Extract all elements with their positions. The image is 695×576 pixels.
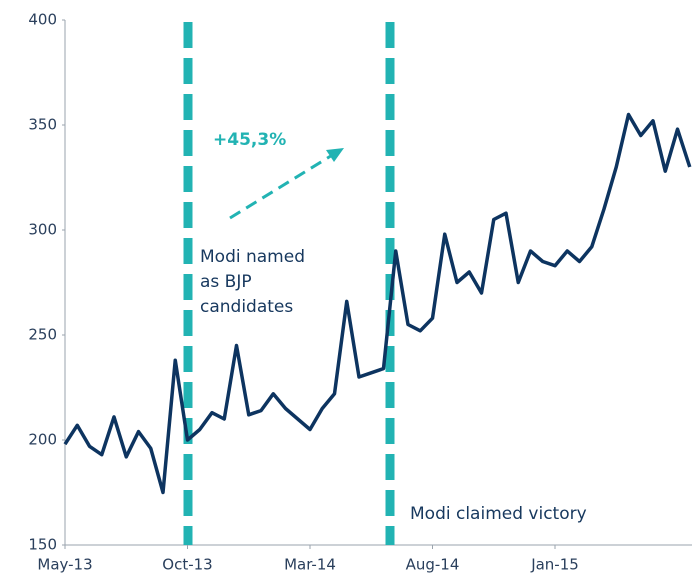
y-tick-label: 250	[28, 326, 57, 344]
x-tick-label: Oct-13	[162, 556, 212, 574]
annotation: +45,3%	[213, 130, 286, 150]
x-tick-label: Jan-15	[530, 556, 579, 574]
y-tick-label: 300	[28, 221, 57, 239]
x-tick-label: Aug-14	[406, 556, 460, 574]
x-tick-label: Mar-14	[284, 556, 336, 574]
annotation: Modi named	[200, 247, 305, 267]
annotation: candidates	[200, 297, 293, 317]
y-tick-label: 200	[28, 431, 57, 449]
y-tick-label: 350	[28, 116, 57, 134]
y-tick-label: 400	[28, 11, 57, 29]
x-tick-label: May-13	[37, 556, 92, 574]
arrow-head	[326, 148, 344, 162]
annotation: as BJP	[200, 272, 252, 292]
arrow	[229, 152, 335, 220]
y-tick-label: 150	[28, 536, 57, 554]
data-line	[63, 112, 692, 495]
annotation: Modi claimed victory	[410, 504, 587, 524]
